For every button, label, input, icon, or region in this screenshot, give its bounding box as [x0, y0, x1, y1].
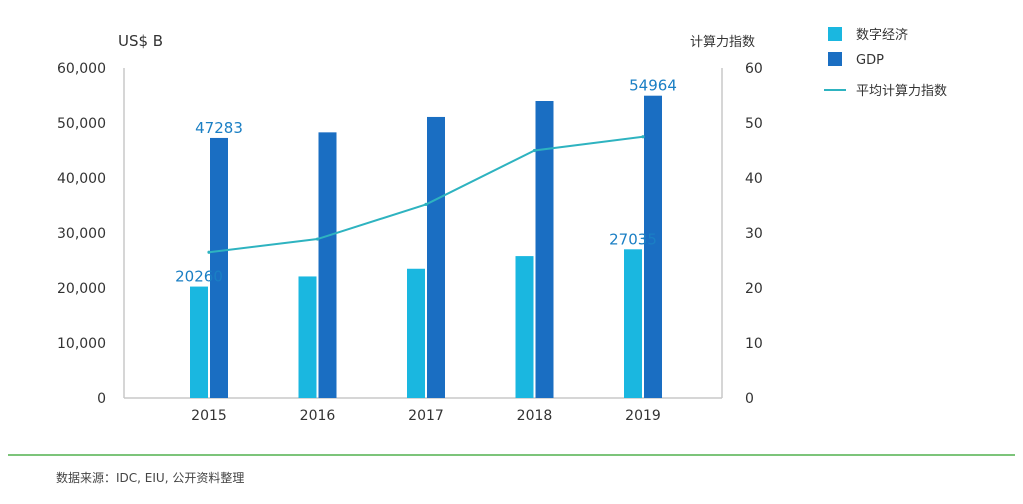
left-axis-title: US$ B — [118, 32, 163, 50]
legend-swatch — [828, 27, 842, 41]
bar-digital-economy — [190, 286, 208, 398]
right-tick-label: 50 — [745, 116, 763, 132]
left-tick-label: 20,000 — [57, 281, 106, 297]
x-tick-label: 2015 — [191, 408, 227, 424]
left-tick-label: 40,000 — [57, 171, 106, 187]
legend-label: 数字经济 — [856, 28, 908, 43]
right-tick-label: 30 — [745, 226, 763, 242]
left-tick-label: 10,000 — [57, 336, 106, 352]
source-note: 数据来源：IDC, EIU, 公开资料整理 — [56, 470, 244, 485]
right-tick-label: 0 — [745, 391, 754, 407]
computing-index-point — [207, 250, 211, 254]
left-tick-label: 50,000 — [57, 116, 106, 132]
bar-digital-economy — [407, 268, 425, 398]
computing-index-point — [532, 148, 537, 153]
left-tick-label: 60,000 — [57, 61, 106, 77]
bar-digital-economy — [515, 256, 534, 398]
bar-digital-economy — [298, 276, 317, 398]
computing-index-point — [424, 202, 428, 206]
left-tick-label: 30,000 — [57, 226, 106, 242]
legend-label: 平均计算力指数 — [856, 84, 947, 99]
legend-swatch — [828, 52, 842, 66]
bar-gdp — [427, 116, 445, 398]
data-label: 20260 — [175, 268, 223, 286]
bar-digital-economy — [624, 249, 642, 398]
right-tick-label: 20 — [745, 281, 763, 297]
x-tick-label: 2016 — [300, 408, 336, 424]
data-label: 27035 — [609, 230, 657, 248]
data-label: 47283 — [195, 119, 243, 137]
data-label: 54964 — [629, 77, 677, 95]
right-tick-label: 60 — [745, 61, 763, 77]
legend-label: GDP — [856, 53, 884, 68]
left-tick-label: 0 — [97, 391, 106, 407]
right-tick-label: 10 — [745, 336, 763, 352]
computing-index-point — [315, 237, 320, 241]
computing-index-point — [641, 135, 645, 139]
x-tick-label: 2019 — [625, 408, 661, 424]
computing-index-line — [208, 135, 644, 254]
bar-gdp — [644, 95, 662, 398]
right-axis-title: 计算力指数 — [690, 35, 755, 50]
right-tick-label: 40 — [745, 171, 763, 187]
x-tick-label: 2018 — [517, 408, 553, 424]
bar-gdp — [318, 132, 337, 398]
bar-gdp — [210, 137, 228, 399]
x-tick-label: 2017 — [408, 408, 444, 424]
bar-gdp — [535, 101, 554, 398]
